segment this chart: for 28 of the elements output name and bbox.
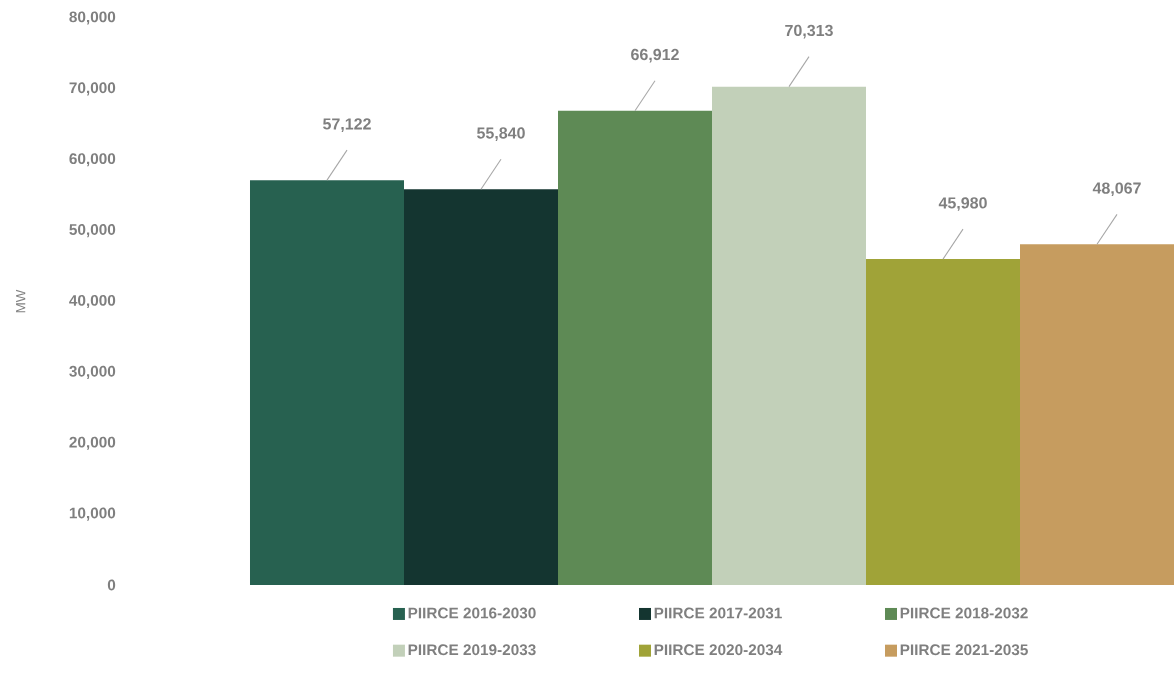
bar xyxy=(1020,244,1174,585)
text: 55,840 xyxy=(477,127,525,141)
text: 57,122 xyxy=(323,118,371,132)
legend-label: PIIRCE 2020-2034 xyxy=(654,644,783,656)
y-tick-label: 0 xyxy=(107,579,116,591)
text: 48,067 xyxy=(1092,182,1141,197)
bar xyxy=(404,189,558,585)
legend-label: PIIRCE 2019-2033 xyxy=(408,644,536,656)
y-tick-label: 10,000 xyxy=(69,507,116,521)
y-axis-title: MW xyxy=(16,289,26,313)
y-tick-label: 50,000 xyxy=(69,224,116,238)
y-tick-label: 80,000 xyxy=(69,11,116,25)
bar xyxy=(712,86,866,585)
text: 45,980 xyxy=(938,197,987,211)
bar xyxy=(250,180,404,585)
legend-label: PIIRCE 2016-2030 xyxy=(408,607,536,619)
legend-label: PIIRCE 2018-2032 xyxy=(900,607,1028,619)
y-tick-label: 70,000 xyxy=(69,82,116,96)
legend-label: PIIRCE 2017-2031 xyxy=(654,607,782,619)
bar xyxy=(866,259,1020,585)
text: 70,313 xyxy=(785,24,833,39)
legend-label: PIIRCE 2021-2035 xyxy=(900,644,1028,656)
text: 66,912 xyxy=(631,48,679,63)
y-tick-label: 20,000 xyxy=(69,436,116,450)
bar xyxy=(558,110,712,585)
y-tick-label: 60,000 xyxy=(69,153,116,167)
y-tick-label: 40,000 xyxy=(69,294,116,309)
y-tick-label: 30,000 xyxy=(69,365,116,379)
